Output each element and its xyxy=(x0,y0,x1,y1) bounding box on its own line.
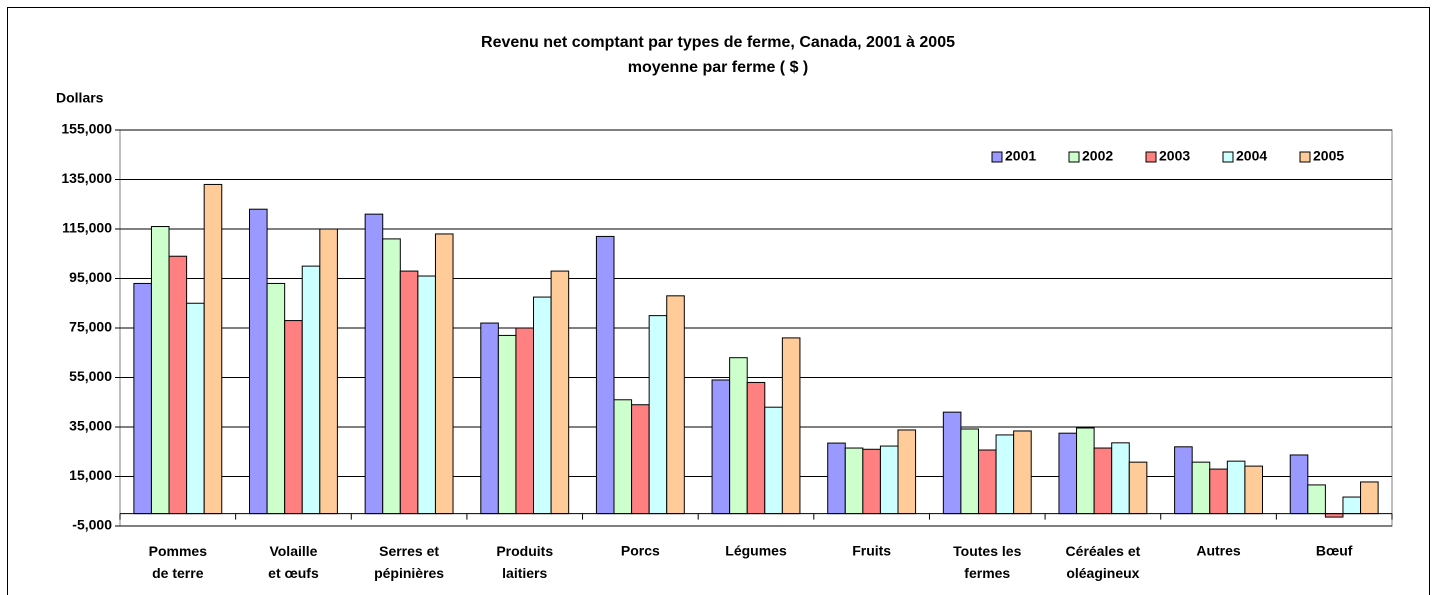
legend-swatch xyxy=(1299,151,1311,163)
y-tick-label: 155,000 xyxy=(61,121,112,137)
y-tick-label: 95,000 xyxy=(69,269,112,285)
bar xyxy=(631,404,650,515)
y-axis-label: Dollars xyxy=(56,90,104,106)
chart-title: Revenu net comptant par types de ferme, … xyxy=(481,34,955,51)
bar xyxy=(827,442,846,515)
bar xyxy=(1307,484,1326,515)
legend-label: 2005 xyxy=(1313,148,1344,164)
bar xyxy=(897,429,917,515)
x-tick-label: Produits laitiers xyxy=(496,543,553,581)
x-tick-label: Céréales et oléagineux xyxy=(1066,543,1141,581)
bar xyxy=(729,357,748,515)
bar xyxy=(1209,468,1228,515)
bar xyxy=(284,320,303,515)
bar xyxy=(133,282,152,515)
y-tick-label: 55,000 xyxy=(69,368,112,384)
x-tick-label: Porcs xyxy=(621,543,660,559)
y-tick-label: -5,000 xyxy=(72,517,112,533)
bar xyxy=(1289,454,1309,515)
bar xyxy=(995,434,1015,515)
bar xyxy=(942,411,962,515)
bar xyxy=(666,295,685,515)
bar xyxy=(711,379,731,515)
bar xyxy=(1174,446,1193,515)
bar xyxy=(1191,461,1211,515)
bar xyxy=(434,233,454,515)
bar xyxy=(203,183,223,515)
bar xyxy=(746,381,766,515)
bar xyxy=(764,406,783,515)
bar xyxy=(249,208,268,515)
bar xyxy=(1342,496,1362,515)
bar xyxy=(399,270,419,515)
bar xyxy=(168,255,188,515)
y-tick-label: 75,000 xyxy=(69,319,112,335)
bar xyxy=(1058,432,1078,515)
bar xyxy=(1111,442,1130,515)
legend-swatch xyxy=(991,151,1003,163)
y-tick-label: 35,000 xyxy=(69,418,112,434)
bar xyxy=(301,265,321,515)
x-tick-label: Autres xyxy=(1196,543,1241,559)
bar xyxy=(960,428,979,515)
legend-swatch xyxy=(1145,151,1157,163)
bar xyxy=(382,238,401,515)
bar xyxy=(480,322,499,515)
chart-subtitle: moyenne par ferme ( $ ) xyxy=(628,59,809,76)
bar xyxy=(1324,513,1344,518)
bar xyxy=(862,448,881,515)
bar xyxy=(1076,427,1095,515)
bar xyxy=(266,282,286,515)
bar xyxy=(879,445,899,515)
bar xyxy=(781,337,801,515)
bar xyxy=(515,327,535,515)
bar xyxy=(550,270,570,515)
bar xyxy=(364,213,384,515)
x-tick-label: Toutes les fermes xyxy=(953,543,1021,581)
legend-swatch xyxy=(1222,151,1234,163)
bar xyxy=(319,228,338,515)
y-tick-label: 135,000 xyxy=(61,170,112,186)
bar xyxy=(1093,447,1113,515)
bar xyxy=(497,334,517,515)
x-tick-label: Volaille et œufs xyxy=(268,543,319,581)
bar xyxy=(648,315,668,515)
bar xyxy=(1128,461,1148,515)
bar xyxy=(1244,465,1263,515)
bar xyxy=(844,447,864,515)
y-tick-label: 115,000 xyxy=(62,220,112,236)
legend-label: 2003 xyxy=(1159,148,1190,164)
x-tick-label: Serres et pépinières xyxy=(374,543,444,581)
x-tick-label: Fruits xyxy=(852,543,891,559)
legend-label: 2004 xyxy=(1236,148,1267,164)
legend-swatch xyxy=(1068,151,1080,163)
bar xyxy=(613,399,633,515)
bar xyxy=(977,449,997,515)
bar xyxy=(150,226,170,515)
y-tick-label: 15,000 xyxy=(69,467,112,483)
bar xyxy=(186,302,205,515)
bar xyxy=(533,296,552,515)
x-tick-label: Légumes xyxy=(725,543,787,559)
x-tick-label: Bœuf xyxy=(1316,543,1353,559)
bar xyxy=(1226,460,1246,515)
legend-label: 2002 xyxy=(1082,148,1113,164)
legend-label: 2001 xyxy=(1005,148,1036,164)
bar xyxy=(1360,481,1379,515)
bar xyxy=(417,275,436,515)
bar xyxy=(595,235,615,515)
x-tick-label: Pommes de terre xyxy=(149,543,208,581)
bar xyxy=(1013,430,1032,515)
